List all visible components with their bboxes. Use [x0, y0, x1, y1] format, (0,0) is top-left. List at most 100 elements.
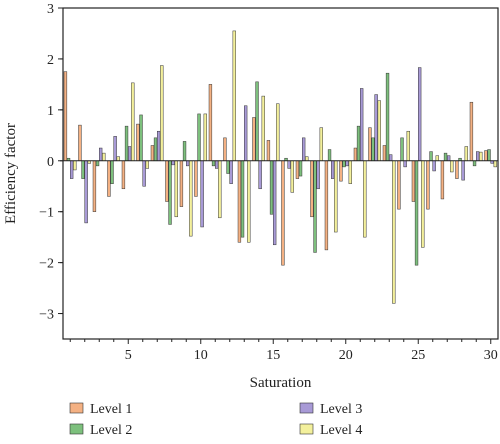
y-tick-label: −1	[39, 206, 54, 221]
bar	[174, 160, 178, 218]
bar	[290, 160, 294, 193]
bar	[435, 155, 439, 162]
bar	[182, 141, 187, 162]
bar	[464, 146, 468, 162]
x-tick-label: 10	[194, 348, 208, 363]
legend-label: Level 3	[320, 402, 362, 417]
bar	[261, 95, 265, 162]
bar	[121, 160, 126, 190]
legend-item: Level 1	[69, 402, 132, 417]
bar	[426, 160, 430, 210]
bar	[411, 160, 416, 202]
bar	[171, 160, 175, 166]
bar	[339, 160, 343, 182]
bar	[153, 137, 158, 162]
bar	[479, 151, 483, 162]
plot-area	[63, 30, 497, 304]
bar	[432, 160, 436, 172]
bar	[421, 160, 425, 248]
bar	[102, 152, 106, 162]
bar	[295, 160, 300, 179]
bar	[400, 137, 404, 162]
bar	[215, 160, 219, 169]
tick-labels: −3 −2 −1 0 1 2 3 5 10 15 20 25 30	[39, 2, 498, 363]
x-axis-label: Saturation	[250, 375, 312, 391]
y-tick-label: −3	[39, 308, 54, 323]
bar	[73, 160, 77, 171]
bar	[287, 160, 291, 169]
legend-item: Level 4	[299, 423, 362, 438]
plot-frame	[62, 7, 499, 340]
y-tick-label: 2	[47, 53, 54, 68]
legend-swatch	[69, 402, 84, 414]
bar	[70, 160, 74, 179]
y-tick-label: 3	[47, 2, 54, 17]
bar	[240, 160, 245, 238]
bar	[266, 140, 271, 162]
bar	[223, 137, 227, 162]
bar	[269, 160, 274, 215]
bar	[203, 113, 207, 162]
bar	[281, 160, 285, 266]
y-axis-label: Efficiency factor	[3, 123, 19, 224]
bar	[244, 105, 248, 162]
bar	[353, 147, 358, 162]
x-tick-label: 5	[125, 348, 132, 363]
x-tick-label: 20	[339, 348, 353, 363]
bar	[189, 160, 193, 237]
bar	[348, 160, 352, 184]
bar	[78, 124, 82, 162]
bar	[345, 160, 349, 167]
bar	[319, 127, 323, 162]
bar	[194, 160, 198, 197]
bar	[136, 123, 140, 162]
bar	[92, 160, 97, 212]
legend-item: Level 2	[69, 423, 132, 438]
bar	[493, 160, 497, 168]
bar	[226, 160, 230, 174]
bar	[84, 160, 88, 224]
bar	[331, 160, 335, 179]
bar	[142, 160, 146, 187]
bar	[455, 160, 459, 179]
bar	[316, 160, 320, 190]
bar	[186, 160, 190, 167]
legend-label: Level 1	[90, 402, 132, 417]
bar	[414, 160, 419, 266]
bar	[131, 82, 135, 162]
bar	[392, 160, 396, 304]
bar	[200, 160, 204, 228]
axes	[58, 7, 499, 344]
bar	[107, 160, 111, 197]
legend-item: Level 3	[299, 402, 362, 417]
bar	[218, 160, 222, 219]
bar	[397, 160, 401, 210]
bar	[484, 150, 488, 162]
bar	[418, 67, 422, 162]
bar	[371, 137, 375, 162]
bar	[150, 145, 155, 162]
bar	[276, 103, 280, 162]
bar	[469, 101, 474, 162]
bar	[298, 160, 303, 177]
bar	[255, 81, 259, 162]
bar	[472, 160, 477, 167]
bar	[302, 137, 306, 162]
bar	[258, 160, 262, 190]
bar	[385, 72, 390, 162]
bar	[356, 125, 361, 162]
bar	[168, 160, 172, 225]
bar	[406, 130, 410, 162]
bar	[165, 160, 169, 202]
bar	[377, 100, 381, 162]
bar	[334, 160, 338, 233]
bar	[116, 156, 120, 162]
bar	[342, 160, 346, 168]
legend-label: Level 2	[90, 423, 132, 438]
bar	[327, 149, 332, 162]
bar	[160, 65, 164, 162]
bar	[237, 160, 242, 243]
bar	[81, 160, 85, 179]
legend-label: Level 4	[320, 423, 362, 438]
